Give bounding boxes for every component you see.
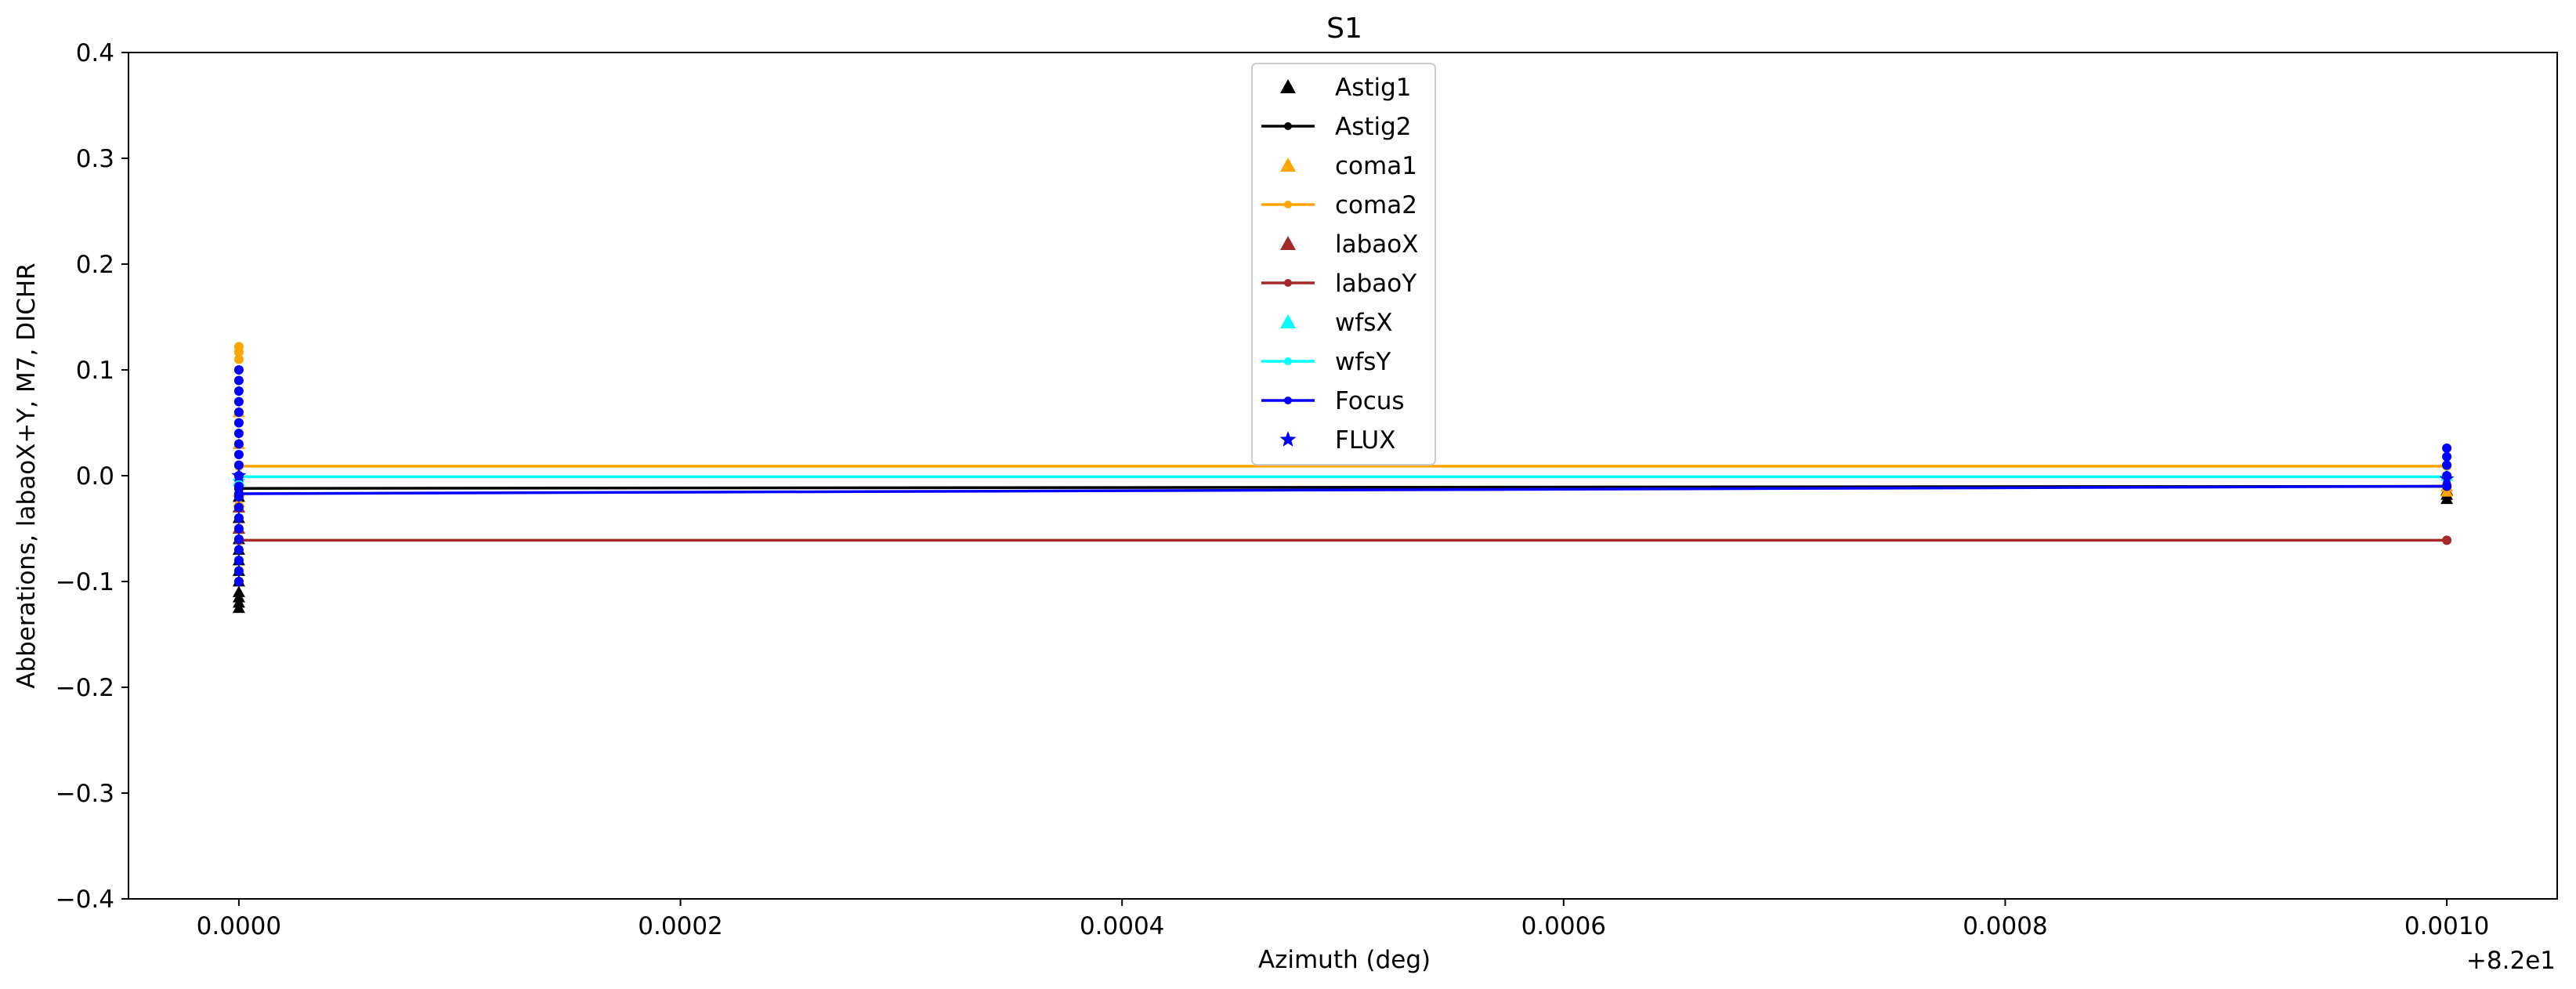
x-axis-offset-label: +8.2e1 (2466, 947, 2556, 975)
x-tick-label: 0.0000 (197, 912, 281, 940)
legend-marker-labaox (1280, 236, 1296, 250)
legend-entry-labaox: labaoX (1280, 230, 1419, 259)
legend-marker-wfsy (1284, 357, 1292, 365)
point-focus (233, 577, 244, 586)
point-focus (2442, 451, 2452, 462)
legend: Astig1 Astig2 coma1 coma2 labaoX labaoY wfsX wf… (1251, 63, 1436, 466)
x-tick-label: 0.0008 (1963, 912, 2047, 940)
legend-marker-wfsx (1280, 314, 1296, 328)
y-tick-label: −0.1 (56, 568, 114, 596)
point-focus (233, 488, 244, 498)
legend-label-labaoy: labaoY (1335, 270, 1416, 298)
legend-entry-astig2: Astig2 (1261, 113, 1412, 141)
point-focus (233, 545, 244, 555)
plot-area (231, 342, 2455, 614)
point-focus (233, 429, 244, 438)
legend-marker-coma2 (1284, 201, 1292, 208)
series-flux (231, 468, 2455, 486)
legend-label-coma1: coma1 (1335, 152, 1417, 180)
legend-entry-labaoy: labaoY (1261, 270, 1416, 298)
point-focus (233, 386, 244, 396)
series-line-focus (238, 484, 2448, 495)
point-focus (233, 365, 244, 375)
point-coma2 (233, 347, 244, 357)
y-tick-label: −0.2 (56, 674, 114, 702)
point-focus (233, 450, 244, 459)
legend-label-astig2: Astig2 (1335, 113, 1412, 141)
legend-entry-wfsx: wfsX (1280, 309, 1393, 337)
y-tick-label: 0.2 (76, 251, 114, 279)
point-focus (233, 481, 244, 491)
point-focus (2442, 481, 2452, 491)
point-focus (2442, 443, 2452, 453)
point-focus (233, 439, 244, 449)
point-focus (233, 375, 244, 386)
y-tick-label: 0.3 (76, 145, 114, 173)
legend-entry-coma1: coma1 (1280, 152, 1417, 180)
point-labaoy (2442, 535, 2452, 545)
legend-marker-labaoy (1284, 279, 1292, 287)
x-tick-label: 0.0006 (1521, 912, 1606, 940)
legend-label-focus: Focus (1335, 387, 1405, 415)
legend-marker-focus (1284, 397, 1292, 404)
y-tick-label: 0.0 (76, 462, 114, 491)
legend-label-astig1: Astig1 (1335, 74, 1412, 102)
point-focus (233, 523, 244, 534)
legend-label-flux: FLUX (1335, 426, 1396, 455)
point-focus (233, 502, 244, 513)
legend-label-coma2: coma2 (1335, 191, 1417, 219)
legend-entry-coma2: coma2 (1261, 191, 1417, 219)
legend-entry-astig1: Astig1 (1280, 74, 1412, 102)
legend-label-wfsy: wfsY (1335, 348, 1391, 376)
x-tick-label: 0.0002 (638, 912, 722, 940)
x-tick-label: 0.0004 (1080, 912, 1164, 940)
point-focus (233, 556, 244, 565)
legend-entry-focus: Focus (1261, 387, 1405, 415)
legend-entry-wfsy: wfsY (1261, 348, 1391, 376)
point-focus (233, 513, 244, 523)
legend-marker-astig1 (1280, 79, 1296, 93)
legend-label-labaox: labaoX (1335, 230, 1419, 259)
point-focus (233, 566, 244, 576)
x-axis-label: Azimuth (deg) (1258, 946, 1431, 974)
x-tick-label: 0.0010 (2404, 912, 2489, 940)
point-flux (2439, 471, 2455, 486)
chart-title: S1 (1326, 13, 1362, 45)
point-astig1 (232, 585, 245, 597)
legend-marker-coma1 (1280, 158, 1296, 172)
point-focus (233, 534, 244, 544)
axes-frame (128, 52, 2558, 900)
legend-marker-flux (1279, 431, 1297, 447)
legend-entry-flux: FLUX (1279, 426, 1396, 455)
point-focus (233, 397, 244, 407)
point-focus (2442, 460, 2452, 470)
point-focus (233, 418, 244, 428)
legend-marker-astig2 (1284, 122, 1292, 130)
y-tick-label: 0.4 (76, 39, 114, 67)
point-coma2 (233, 354, 244, 364)
legend-box (1251, 63, 1436, 466)
point-focus (233, 460, 244, 470)
y-tick-label: −0.3 (56, 780, 114, 808)
y-axis-label: Abberations, labaoX+Y, M7, DICHR (13, 263, 41, 688)
y-tick-label: 0.1 (76, 357, 114, 385)
axis-ticks: 0.0000 0.0002 0.0004 0.0006 0.0008 0.0010 −0.4… (56, 39, 2490, 940)
point-focus (233, 408, 244, 417)
legend-label-wfsx: wfsX (1335, 309, 1393, 337)
y-tick-label: −0.4 (56, 886, 114, 914)
point-flux (231, 468, 247, 483)
